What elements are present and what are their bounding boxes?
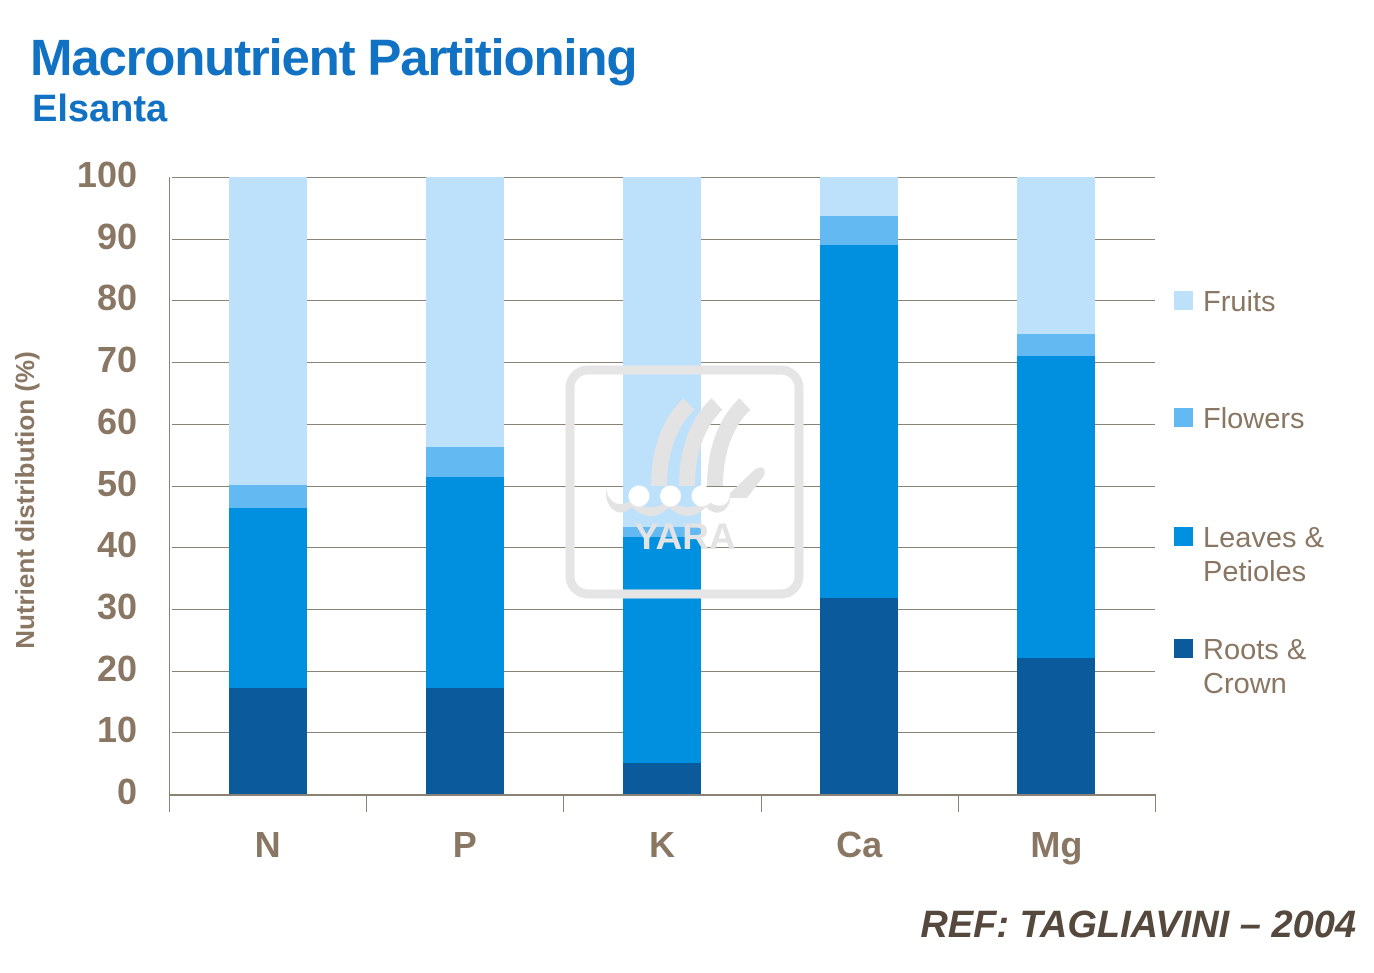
svg-text:YARA: YARA [634, 516, 735, 557]
